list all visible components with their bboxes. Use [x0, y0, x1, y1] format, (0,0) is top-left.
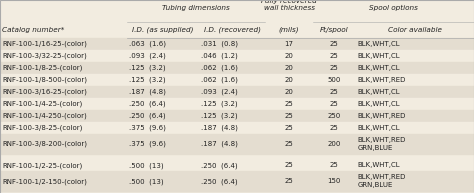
Text: .031  (0.8): .031 (0.8): [201, 40, 238, 47]
Text: .187  (4.8): .187 (4.8): [129, 89, 166, 95]
Text: 25: 25: [285, 101, 293, 107]
Text: .500  (13): .500 (13): [129, 178, 164, 185]
Text: 150: 150: [328, 178, 341, 184]
Text: .093  (2.4): .093 (2.4): [129, 52, 166, 59]
Bar: [0, 122, 474, 134]
Text: Fully recovered
wall thickness: Fully recovered wall thickness: [261, 0, 317, 11]
Text: RNF-100-1/16-25-(color): RNF-100-1/16-25-(color): [3, 40, 88, 47]
Text: BLK,WHT,RED: BLK,WHT,RED: [357, 77, 406, 83]
Text: I.D. (as supplied): I.D. (as supplied): [132, 27, 194, 33]
Text: Catalog number*: Catalog number*: [2, 27, 64, 33]
Text: BLK,WHT,CL: BLK,WHT,CL: [357, 162, 400, 168]
Text: 20: 20: [285, 77, 293, 83]
Text: .093  (2.4): .093 (2.4): [201, 89, 238, 95]
Text: RNF-100-1/4-250-(color): RNF-100-1/4-250-(color): [3, 113, 88, 119]
Text: .250  (6.4): .250 (6.4): [129, 101, 165, 107]
Text: .125  (3.2): .125 (3.2): [201, 101, 237, 107]
Text: 25: 25: [330, 53, 338, 59]
Bar: [0, 38, 474, 50]
Text: BLK,WHT,CL: BLK,WHT,CL: [357, 53, 400, 59]
Text: RNF-100-3/8-25-(color): RNF-100-3/8-25-(color): [3, 125, 83, 131]
Text: 17: 17: [285, 41, 293, 47]
Text: 25: 25: [330, 162, 338, 168]
Text: RNF-100-1/8-500-(color): RNF-100-1/8-500-(color): [3, 77, 88, 83]
Text: .187  (4.8): .187 (4.8): [201, 141, 238, 147]
Text: 25: 25: [285, 113, 293, 119]
Bar: [0, 50, 474, 62]
Text: BLK,WHT,CL: BLK,WHT,CL: [357, 89, 400, 95]
Text: Color available: Color available: [388, 27, 442, 33]
Text: 500: 500: [328, 77, 341, 83]
Bar: [0, 74, 474, 86]
Text: .046  (1.2): .046 (1.2): [201, 52, 238, 59]
Text: BLK,WHT,RED
GRN,BLUE: BLK,WHT,RED GRN,BLUE: [357, 137, 406, 151]
Text: BLK,WHT,RED
GRN,BLUE: BLK,WHT,RED GRN,BLUE: [357, 174, 406, 188]
Text: RNF-100-3/16-25-(color): RNF-100-3/16-25-(color): [3, 89, 88, 95]
Text: RNF-100-1/2-25-(color): RNF-100-1/2-25-(color): [3, 162, 83, 169]
Text: BLK,WHT,CL: BLK,WHT,CL: [357, 41, 400, 47]
Text: 25: 25: [330, 89, 338, 95]
Text: .125  (3.2): .125 (3.2): [129, 77, 165, 83]
Text: Ft/spool: Ft/spool: [320, 27, 348, 33]
Text: 25: 25: [285, 125, 293, 131]
Text: .250  (6.4): .250 (6.4): [201, 178, 237, 185]
Text: 20: 20: [285, 65, 293, 71]
Text: .063  (1.6): .063 (1.6): [129, 40, 166, 47]
Text: BLK,WHT,RED: BLK,WHT,RED: [357, 113, 406, 119]
Text: 25: 25: [285, 141, 293, 147]
Text: Spool options: Spool options: [369, 5, 418, 11]
Text: .062  (1.6): .062 (1.6): [201, 77, 238, 83]
Bar: [0, 171, 474, 191]
Text: 25: 25: [330, 65, 338, 71]
Text: Tubing dimensions: Tubing dimensions: [163, 5, 230, 11]
Text: .125  (3.2): .125 (3.2): [129, 64, 165, 71]
Text: 200: 200: [328, 141, 341, 147]
Text: .375  (9.6): .375 (9.6): [129, 125, 166, 131]
Text: 250: 250: [328, 113, 341, 119]
Text: BLK,WHT,CL: BLK,WHT,CL: [357, 125, 400, 131]
Text: BLK,WHT,CL: BLK,WHT,CL: [357, 65, 400, 71]
Text: 25: 25: [330, 125, 338, 131]
Text: .125  (3.2): .125 (3.2): [201, 113, 237, 119]
Text: .500  (13): .500 (13): [129, 162, 164, 169]
Bar: [0, 86, 474, 98]
Text: .187  (4.8): .187 (4.8): [201, 125, 238, 131]
Text: 25: 25: [330, 101, 338, 107]
Text: RNF-100-3/32-25-(color): RNF-100-3/32-25-(color): [3, 52, 88, 59]
Text: 25: 25: [285, 162, 293, 168]
Bar: [0, 110, 474, 122]
Bar: [0, 62, 474, 74]
Text: 25: 25: [285, 178, 293, 184]
Text: (mils): (mils): [279, 27, 300, 33]
Text: RNF-100-1/2-150-(color): RNF-100-1/2-150-(color): [3, 178, 88, 185]
Text: BLK,WHT,CL: BLK,WHT,CL: [357, 101, 400, 107]
Bar: [0, 134, 474, 154]
Text: RNF-100-1/4-25-(color): RNF-100-1/4-25-(color): [3, 101, 83, 107]
Text: .375  (9.6): .375 (9.6): [129, 141, 166, 147]
Bar: [0, 159, 474, 171]
Text: 20: 20: [285, 89, 293, 95]
Text: .062  (1.6): .062 (1.6): [201, 64, 238, 71]
Text: I.D. (recovered): I.D. (recovered): [204, 27, 261, 33]
Text: RNF-100-1/8-25-(color): RNF-100-1/8-25-(color): [3, 64, 83, 71]
Text: 25: 25: [330, 41, 338, 47]
Text: RNF-100-3/8-200-(color): RNF-100-3/8-200-(color): [3, 141, 88, 147]
Text: 20: 20: [285, 53, 293, 59]
Bar: [0, 98, 474, 110]
Text: .250  (6.4): .250 (6.4): [201, 162, 237, 169]
Text: .250  (6.4): .250 (6.4): [129, 113, 165, 119]
